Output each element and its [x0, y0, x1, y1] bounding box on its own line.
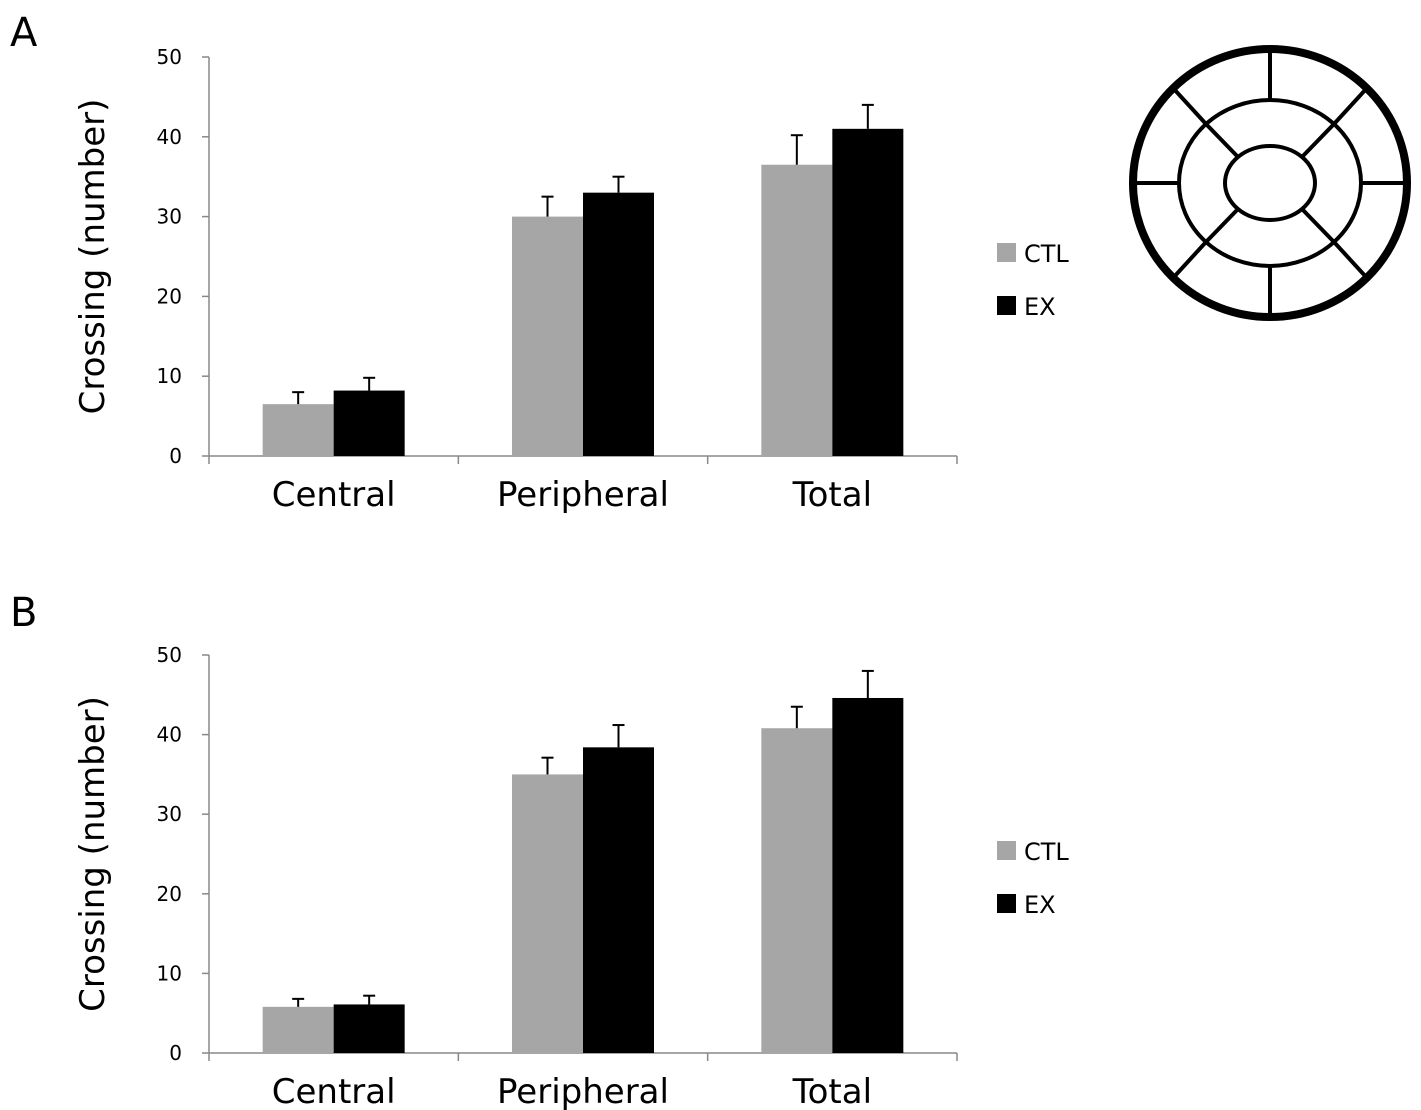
chart-b-bar-ex: [832, 697, 904, 1053]
chart-b-y-tick-label: 30: [157, 802, 182, 826]
chart-a-bar-ex: [583, 192, 654, 456]
chart-a-bar-ctl: [262, 404, 334, 456]
chart-a-x-tick-label: Central: [272, 475, 396, 515]
panel-letter-b: B: [10, 590, 37, 636]
chart-b-legend-swatch-ex: [997, 894, 1016, 913]
chart-a-y-tick-label: 40: [157, 125, 182, 149]
chart-a-y-axis-label: Crossing (number): [73, 99, 113, 415]
chart-b-y-tick-label: 50: [157, 643, 182, 667]
arena-divider-top-right: [1332, 86, 1369, 126]
chart-b-y-tick-label: 0: [169, 1041, 182, 1065]
chart-b-x-tick-label: Peripheral: [497, 1072, 669, 1110]
chart-a-x-tick-label: Total: [792, 475, 872, 515]
arena-divider-bottom-left: [1171, 240, 1208, 280]
arena-inner-ring: [1223, 144, 1317, 222]
arena-divider-inner-top-right: [1300, 122, 1336, 159]
arena-divider-inner-bottom-left: [1204, 207, 1240, 244]
chart-b-bar-ex: [583, 747, 654, 1053]
chart-b-bar-ctl: [262, 1006, 334, 1053]
chart-b-x-tick-label: Central: [272, 1072, 396, 1110]
arena-divider-inner-top-left: [1204, 122, 1240, 159]
chart-b-bar-ex: [333, 1004, 405, 1053]
chart-a-y-tick-label: 0: [169, 444, 182, 468]
chart-b-legend-swatch-ctl: [997, 841, 1016, 860]
chart-a-y-tick-label: 30: [157, 205, 182, 229]
panel-a: A 0 10 20 30 40 50 Crossing (number) Central Per…: [10, 10, 1069, 515]
chart-b-y-axis-label: Crossing (number): [73, 696, 113, 1012]
chart-a-legend-swatch-ctl: [997, 243, 1016, 262]
chart-a-legend-swatch-ex: [997, 296, 1016, 315]
chart-b-legend-label-ex: EX: [1024, 891, 1056, 919]
arena-divider-bottom-right: [1332, 240, 1369, 280]
chart-a-y-tick-label: 50: [157, 45, 182, 69]
chart-a-legend-label-ex: EX: [1024, 293, 1056, 321]
arena-divider-inner-bottom-right: [1300, 207, 1336, 244]
panel-b: B 0 10 20 30 40 50 Crossing (number) Central Per…: [10, 590, 1069, 1110]
arena-diagram: [1129, 45, 1411, 321]
chart-b-x-tick-label: Total: [792, 1072, 872, 1110]
bar-chart-b: 0 10 20 30 40 50 Crossing (number) Central Perip…: [73, 643, 1069, 1110]
chart-a-x-tick-label: Peripheral: [497, 475, 669, 515]
chart-a-bar-ex: [333, 390, 405, 456]
chart-b-bar-ctl: [512, 774, 583, 1053]
bar-chart-a: 0 10 20 30 40 50 Crossing (number) Central Perip…: [73, 45, 1069, 515]
panel-letter-a: A: [10, 10, 38, 56]
chart-a-bar-ctl: [512, 216, 583, 456]
chart-a-bar-ex: [832, 128, 904, 456]
chart-a-bar-ctl: [761, 164, 833, 457]
chart-b-y-tick-label: 20: [157, 882, 182, 906]
chart-a-y-tick-label: 10: [157, 364, 182, 388]
arena-divider-top-left: [1171, 86, 1208, 126]
chart-a-legend-label-ctl: CTL: [1024, 240, 1069, 268]
chart-a-y-tick-label: 20: [157, 284, 182, 308]
chart-b-legend-label-ctl: CTL: [1024, 838, 1069, 866]
chart-b-y-tick-label: 40: [157, 723, 182, 747]
chart-b-bar-ctl: [761, 728, 833, 1053]
chart-b-y-tick-label: 10: [157, 961, 182, 985]
